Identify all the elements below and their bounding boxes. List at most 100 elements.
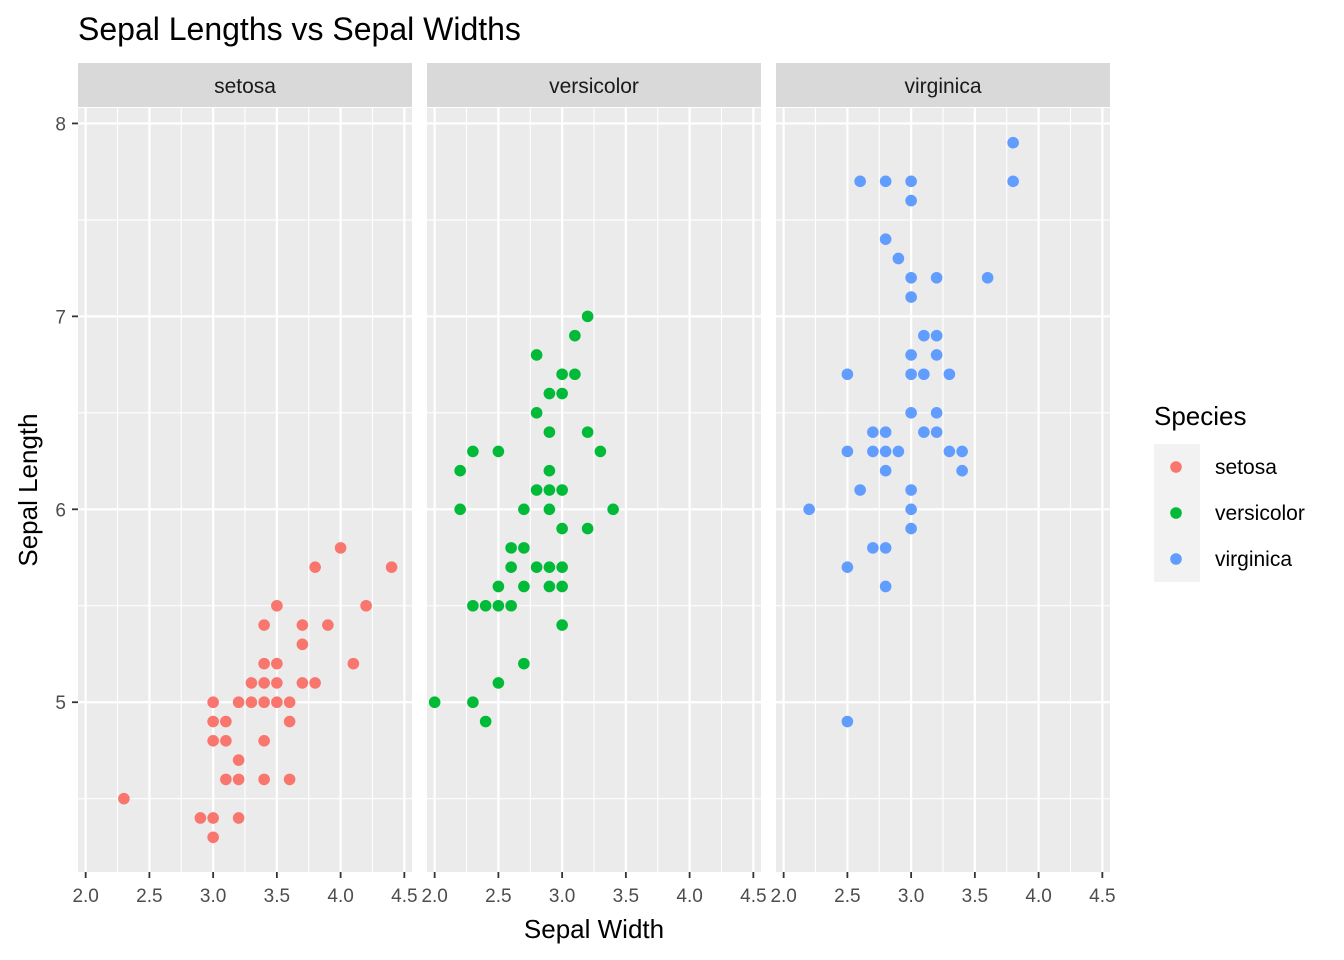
point-setosa bbox=[118, 792, 130, 805]
facet-strip-label: setosa bbox=[214, 75, 276, 98]
x-tick-label: 4.5 bbox=[391, 886, 417, 907]
point-setosa bbox=[283, 696, 296, 709]
point-setosa bbox=[220, 715, 232, 728]
x-tick-label: 3.0 bbox=[549, 886, 575, 907]
point-virginica bbox=[867, 542, 879, 554]
facet-strip-label: virginica bbox=[904, 75, 981, 98]
point-virginica bbox=[956, 464, 968, 477]
point-versicolor bbox=[492, 580, 505, 593]
point-versicolor bbox=[543, 387, 556, 400]
facet-strip bbox=[78, 63, 412, 107]
x-tick-label: 3.0 bbox=[898, 886, 924, 907]
point-versicolor bbox=[543, 503, 556, 516]
point-setosa bbox=[258, 773, 270, 786]
x-tick-label: 2.5 bbox=[136, 886, 162, 907]
x-tick-label: 4.5 bbox=[740, 886, 766, 907]
x-tick-label: 4.0 bbox=[327, 886, 353, 907]
y-tick-label: 5 bbox=[55, 693, 66, 714]
x-tick-label: 3.0 bbox=[200, 886, 226, 907]
point-versicolor bbox=[556, 619, 568, 631]
x-tick-label: 2.0 bbox=[770, 886, 796, 907]
point-versicolor bbox=[543, 426, 556, 438]
point-virginica bbox=[1007, 136, 1019, 149]
point-versicolor bbox=[581, 522, 594, 535]
point-virginica bbox=[854, 484, 866, 496]
point-virginica bbox=[892, 252, 905, 265]
point-virginica bbox=[841, 445, 854, 458]
point-virginica bbox=[892, 445, 905, 458]
point-versicolor bbox=[428, 696, 441, 709]
point-setosa bbox=[207, 812, 219, 824]
point-virginica bbox=[879, 542, 892, 554]
legend-marker-versicolor bbox=[1170, 507, 1182, 519]
point-setosa bbox=[347, 657, 360, 670]
legend-title: Species bbox=[1154, 401, 1247, 431]
point-versicolor bbox=[454, 503, 466, 516]
legend: Species setosa versicolor virginica bbox=[1154, 401, 1305, 582]
point-versicolor bbox=[505, 599, 517, 612]
facet-panel-virginica: virginica bbox=[776, 63, 1110, 872]
point-setosa bbox=[309, 677, 321, 689]
point-virginica bbox=[905, 349, 917, 361]
point-virginica bbox=[905, 484, 917, 496]
point-versicolor bbox=[530, 561, 543, 573]
legend-marker-setosa bbox=[1170, 461, 1182, 473]
point-virginica bbox=[1007, 175, 1019, 188]
point-setosa bbox=[296, 677, 309, 689]
point-virginica bbox=[930, 349, 943, 361]
point-setosa bbox=[360, 599, 372, 612]
point-virginica bbox=[905, 291, 917, 303]
point-versicolor bbox=[607, 503, 619, 516]
point-versicolor bbox=[479, 715, 492, 728]
point-versicolor bbox=[581, 426, 594, 438]
point-versicolor bbox=[594, 445, 607, 458]
point-setosa bbox=[322, 619, 334, 631]
point-versicolor bbox=[518, 503, 530, 516]
y-tick-label: 8 bbox=[55, 114, 66, 135]
point-virginica bbox=[879, 445, 892, 458]
point-virginica bbox=[930, 271, 943, 284]
point-versicolor bbox=[530, 484, 543, 496]
facet-strip-label: versicolor bbox=[549, 75, 639, 98]
x-tick-label: 2.0 bbox=[72, 886, 98, 907]
point-virginica bbox=[918, 329, 930, 342]
point-virginica bbox=[905, 271, 917, 284]
y-tick-label: 6 bbox=[55, 500, 66, 521]
point-virginica bbox=[867, 445, 879, 458]
point-setosa bbox=[258, 735, 270, 747]
x-axis-title: Sepal Width bbox=[524, 914, 664, 944]
point-virginica bbox=[905, 175, 917, 188]
point-versicolor bbox=[581, 310, 594, 323]
point-virginica bbox=[854, 175, 866, 188]
point-versicolor bbox=[569, 368, 581, 381]
point-versicolor bbox=[518, 657, 530, 670]
point-virginica bbox=[841, 561, 854, 573]
x-tick-label: 2.0 bbox=[421, 886, 447, 907]
point-setosa bbox=[220, 773, 232, 786]
point-setosa bbox=[207, 735, 219, 747]
point-versicolor bbox=[518, 580, 530, 593]
x-tick-label: 4.0 bbox=[1025, 886, 1051, 907]
point-virginica bbox=[930, 407, 943, 419]
point-versicolor bbox=[530, 407, 543, 419]
point-virginica bbox=[879, 580, 892, 593]
point-setosa bbox=[232, 812, 245, 824]
point-virginica bbox=[905, 522, 917, 535]
point-setosa bbox=[271, 599, 283, 612]
point-setosa bbox=[245, 677, 258, 689]
point-virginica bbox=[956, 445, 968, 458]
point-versicolor bbox=[518, 542, 530, 554]
point-virginica bbox=[867, 426, 879, 438]
point-versicolor bbox=[505, 542, 517, 554]
x-tick-label: 2.5 bbox=[485, 886, 511, 907]
point-setosa bbox=[258, 657, 270, 670]
chart-title: Sepal Lengths vs Sepal Widths bbox=[78, 11, 521, 47]
point-versicolor bbox=[454, 464, 466, 477]
point-versicolor bbox=[543, 484, 556, 496]
point-versicolor bbox=[556, 368, 568, 381]
point-setosa bbox=[271, 657, 283, 670]
point-setosa bbox=[283, 715, 296, 728]
facet-strip bbox=[427, 63, 761, 107]
point-versicolor bbox=[556, 580, 568, 593]
facet-strip bbox=[776, 63, 1110, 107]
